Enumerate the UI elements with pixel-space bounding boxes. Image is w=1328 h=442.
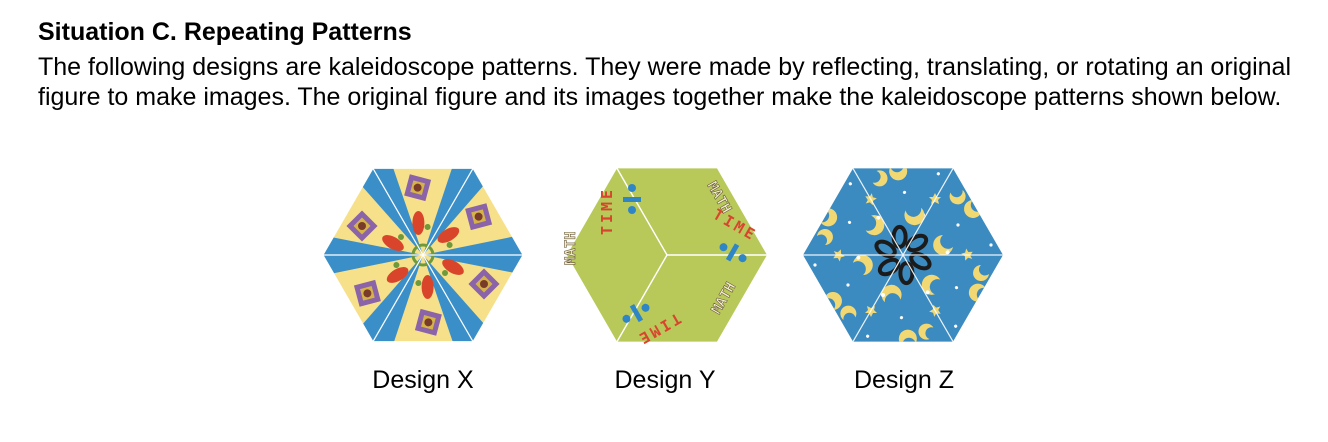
svg-text:M: M [598, 202, 616, 211]
svg-text:I: I [598, 214, 616, 223]
design-y-image: T I M E MATH MATH MATH [562, 160, 772, 350]
design-z-image [798, 160, 1008, 350]
section-title: Situation C. Repeating Patterns [38, 16, 412, 48]
design-x-caption: Design X [323, 364, 523, 396]
svg-text:MATH: MATH [563, 231, 579, 265]
letter: T [598, 226, 616, 235]
svg-text:E: E [598, 190, 616, 199]
design-x-image [318, 160, 528, 350]
design-y-caption: Design Y [565, 364, 765, 396]
design-z-caption: Design Z [804, 364, 1004, 396]
section-intro: The following designs are kaleidoscope p… [38, 52, 1298, 112]
